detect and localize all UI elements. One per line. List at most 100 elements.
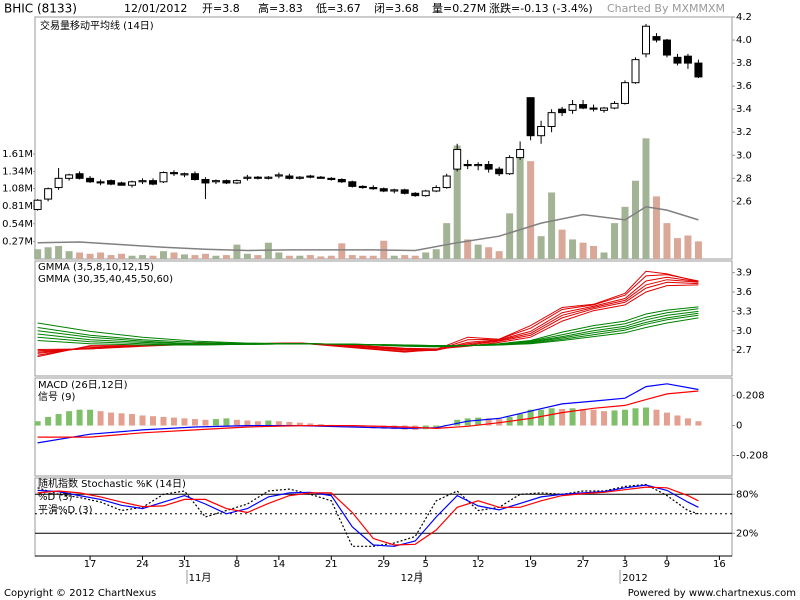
candle-body (285, 175, 294, 179)
powered-by: Powered by www.chartnexus.com (628, 588, 796, 599)
macd-histogram-bar (170, 417, 177, 426)
y-tick-label: 3.6 (736, 81, 752, 92)
macd-histogram-bar (454, 419, 461, 426)
macd-histogram-bar (590, 409, 597, 426)
candle-body (180, 173, 189, 176)
macd-histogram-bar (663, 412, 670, 426)
open: 开=3.8 (202, 2, 240, 15)
candle-body (400, 189, 409, 194)
y-tick-label: 80% (736, 489, 758, 500)
close: 闭=3.68 (374, 2, 419, 15)
candle-body (673, 56, 682, 64)
candle-body (117, 182, 126, 186)
macd-histogram-bar (223, 418, 230, 426)
y-tick-label: 1.34M (2, 167, 33, 178)
macd-histogram-bar (538, 409, 545, 426)
month-label: 12月 (401, 572, 424, 584)
candle-body (222, 180, 231, 184)
volume-bar (485, 247, 493, 259)
candle-body (600, 107, 609, 111)
volume-bar (422, 252, 430, 259)
macd-histogram-bar (233, 419, 240, 426)
macd-histogram-bar (349, 425, 356, 427)
macd-histogram-bar (45, 416, 52, 426)
candle-body (253, 176, 262, 179)
candle-body (495, 168, 504, 175)
candle-body (201, 178, 210, 184)
volume-bar (684, 235, 692, 259)
low: 低=3.67 (316, 2, 361, 15)
candle-body (652, 36, 661, 41)
candle-body (547, 112, 556, 127)
x-tick-label: 8 (234, 559, 240, 570)
candle-body (316, 176, 325, 179)
y-tick-label: 0.54M (2, 219, 33, 230)
macd-histogram-bar (674, 415, 681, 426)
candle-body (264, 176, 273, 179)
macd-histogram-bar (118, 413, 125, 426)
candle-body (442, 175, 451, 189)
candle-body (610, 102, 619, 109)
macd-histogram-bar (684, 418, 691, 426)
volume-bar (527, 161, 535, 259)
candle-body (211, 180, 220, 183)
candle-body (243, 176, 252, 179)
y-tick-label: 2.8 (736, 173, 752, 184)
volume-bar (285, 255, 293, 259)
macd-histogram-bar (632, 408, 639, 426)
date: 12/01/2012 (124, 2, 187, 15)
candle-body (75, 173, 84, 179)
y-tick-label: 3.0 (736, 150, 752, 161)
macd-histogram-bar (34, 421, 41, 426)
volume-bar (474, 244, 482, 259)
volume-bar (453, 145, 461, 259)
x-tick-label: 19 (524, 559, 537, 570)
volume-bar (369, 255, 377, 259)
volume-bar (44, 247, 52, 259)
month-label: 11月 (189, 572, 212, 584)
candle-body (631, 59, 640, 84)
legend-entry: MACD (26日,12日) (38, 380, 128, 391)
volume-bar (694, 241, 702, 259)
volume-bar (548, 192, 556, 259)
volume-bar (243, 253, 251, 259)
copyright: Copyright © 2012 ChartNexus (4, 588, 156, 599)
y-tick-label: 0 (736, 421, 742, 432)
volume-bar (359, 255, 367, 259)
candle-body (411, 192, 420, 197)
volume-bar (390, 255, 398, 259)
candle-body (107, 180, 116, 185)
macd-histogram-bar (55, 414, 62, 426)
volume-bar (611, 223, 619, 259)
candle-body (432, 187, 441, 192)
candle-body (169, 172, 178, 175)
credit: Charted By MXMMXM (607, 2, 725, 15)
volume-bar (642, 138, 650, 259)
y-tick-label: 4.2 (736, 12, 752, 23)
volume-bar (495, 251, 503, 259)
volume-bar (663, 223, 671, 259)
month-label: 2012 (622, 573, 647, 584)
candle-body (306, 175, 315, 178)
macd-histogram-bar (622, 409, 629, 426)
candle-body (358, 185, 367, 189)
volume-bar (212, 255, 220, 259)
macd-histogram-bar (108, 412, 115, 426)
candle-body (232, 180, 241, 184)
volume-bar (338, 243, 346, 259)
macd-histogram-bar (265, 420, 272, 426)
volume-bar (191, 255, 199, 259)
x-tick-label: 29 (377, 559, 390, 570)
volume-bar (118, 253, 126, 259)
macd-histogram-bar (485, 418, 492, 426)
y-tick-label: 3.3 (736, 306, 752, 317)
macd-histogram-bar (87, 409, 94, 426)
volume-bar (159, 251, 167, 259)
y-tick-label: 3.0 (736, 326, 752, 337)
macd-histogram-bar (129, 414, 136, 426)
macd-histogram-bar (559, 408, 566, 426)
candle-body (568, 104, 577, 111)
macd-histogram-bar (191, 419, 198, 426)
y-tick-label: 20% (736, 528, 758, 539)
